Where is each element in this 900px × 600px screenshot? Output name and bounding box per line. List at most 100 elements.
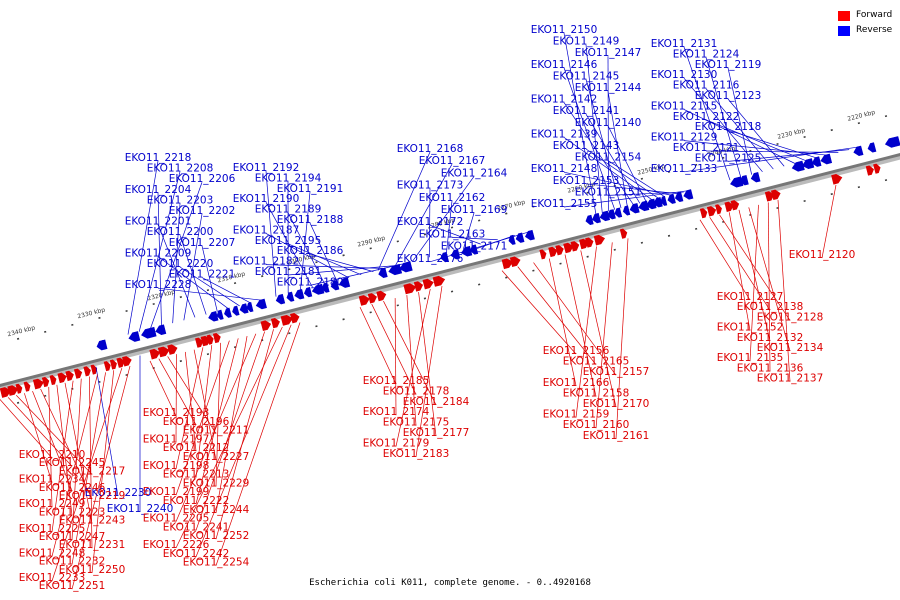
leader-line	[607, 90, 628, 207]
reverse-gene-label: EKO11_2115	[651, 100, 718, 112]
forward-gene-feature	[157, 346, 170, 358]
leader-line	[406, 295, 417, 426]
reverse-gene-label: EKO11_2162	[419, 192, 486, 204]
leader-line	[215, 342, 221, 487]
reverse-gene-feature	[629, 203, 640, 214]
reverse-gene-feature	[739, 175, 749, 186]
leader-line	[563, 190, 691, 208]
reverse-gene-label: EKO11_2220	[147, 258, 214, 270]
forward-gene-feature	[260, 320, 272, 331]
leader-line	[195, 345, 213, 478]
leader-line	[195, 324, 292, 557]
leader-line	[575, 246, 597, 418]
reverse-gene-feature	[667, 193, 676, 204]
reverse-gene-label: EKO11_2139	[531, 128, 598, 140]
forward-gene-label: EKO11_2136	[737, 362, 804, 374]
reverse-gene-label: EKO11_2218	[125, 152, 192, 164]
reverse-gene-feature	[294, 289, 305, 300]
leader-line	[705, 88, 774, 170]
leader-line	[683, 77, 763, 173]
forward-gene-label: EKO11_2241	[163, 521, 230, 533]
forward-gene-feature	[7, 385, 19, 396]
forward-gene-feature	[509, 256, 521, 267]
reverse-gene-label: EKO11_2124	[673, 48, 740, 60]
forward-swatch	[838, 10, 850, 21]
forward-gene-label: EKO11_2174	[363, 406, 430, 418]
reverse-gene-feature	[128, 331, 141, 342]
leader-line	[157, 192, 162, 327]
reverse-gene-feature	[750, 172, 761, 183]
forward-gene-feature	[90, 364, 98, 375]
reverse-gene-feature	[99, 339, 108, 350]
leader-line	[195, 338, 239, 505]
leader-line	[149, 360, 177, 417]
leader-line	[175, 333, 257, 522]
reverse-gene-label: EKO11_2144	[575, 82, 642, 94]
tick-label: 2330 kbp	[77, 307, 106, 321]
reverse-gene-feature	[638, 200, 650, 212]
leader-line	[359, 306, 397, 385]
leader-line	[7, 397, 73, 467]
leader-line	[705, 150, 839, 153]
reverse-gene-feature	[614, 207, 623, 218]
forward-gene-label: EKO11_2249	[19, 498, 86, 510]
leader-line	[383, 300, 437, 405]
reverse-gene-feature	[592, 212, 601, 224]
reverse-gene-label: EKO11_2116	[673, 80, 740, 92]
leader-line	[394, 164, 453, 267]
forward-gene-feature	[619, 228, 628, 239]
leader-line	[157, 224, 196, 318]
label-leaders	[0, 32, 861, 590]
leader-line	[585, 183, 678, 194]
forward-gene-label: EKO11_2233	[19, 572, 86, 584]
forward-gene-feature	[548, 246, 558, 258]
forward-gene-label: EKO11_2226	[143, 539, 210, 551]
legend-item-forward: Forward	[838, 8, 892, 23]
forward-gene-feature	[32, 378, 44, 390]
forward-gene-label: EKO11_2152	[717, 322, 784, 334]
leader-line	[415, 285, 443, 457]
leader-line	[749, 204, 759, 362]
reverse-gene-feature	[622, 205, 631, 216]
leader-line	[394, 298, 397, 416]
reverse-gene-label: EKO11_2131	[651, 38, 718, 50]
leader-line	[309, 261, 411, 286]
reverse-gene-label: EKO11_2125	[695, 152, 762, 164]
leader-line	[777, 199, 791, 382]
leader-line	[563, 171, 672, 196]
reverse-gene-label: EKO11_2168	[397, 143, 464, 155]
leader-line	[172, 203, 181, 324]
reverse-gene-label: EKO11_2146	[531, 59, 598, 71]
reverse-gene-feature	[330, 280, 340, 291]
reverse-gene-label: EKO11_2155	[531, 198, 598, 210]
forward-gene-feature	[195, 337, 204, 348]
forward-gene-label: EKO11_2222	[163, 495, 230, 507]
reverse-gene-label: EKO11_2221	[169, 269, 236, 281]
reverse-gene-feature	[141, 326, 157, 339]
reverse-gene-label: EKO11_2208	[147, 163, 214, 175]
leader-line	[175, 340, 230, 496]
reverse-gene-label: EKO11_2192	[233, 162, 300, 174]
reverse-gene-feature	[653, 197, 663, 208]
forward-gene-label: EKO11_2170	[583, 398, 650, 410]
forward-gene-label: EKO11_2246	[39, 482, 106, 494]
forward-gene-feature	[109, 359, 117, 370]
leader-line	[201, 277, 251, 304]
forward-gene-label: EKO11_2127	[717, 291, 784, 303]
reverse-gene-feature	[730, 176, 744, 188]
leader-line	[395, 288, 431, 447]
forward-gene-label: EKO11_2212	[163, 442, 230, 454]
forward-gene-feature	[563, 242, 574, 254]
leader-line	[371, 303, 417, 395]
forward-gene-feature	[49, 374, 57, 386]
leader-line	[158, 358, 197, 425]
reverse-gene-label: EKO11_2153	[553, 175, 620, 187]
leader-line	[179, 266, 240, 307]
reverse-gene-label: EKO11_2200	[147, 226, 214, 238]
leader-line	[607, 125, 647, 202]
reverse-gene-label: EKO11_2201	[125, 216, 192, 228]
leader-line	[683, 46, 731, 181]
forward-gene-feature	[122, 356, 132, 367]
forward-gene-feature	[831, 173, 843, 185]
reverse-gene-feature	[585, 214, 594, 226]
